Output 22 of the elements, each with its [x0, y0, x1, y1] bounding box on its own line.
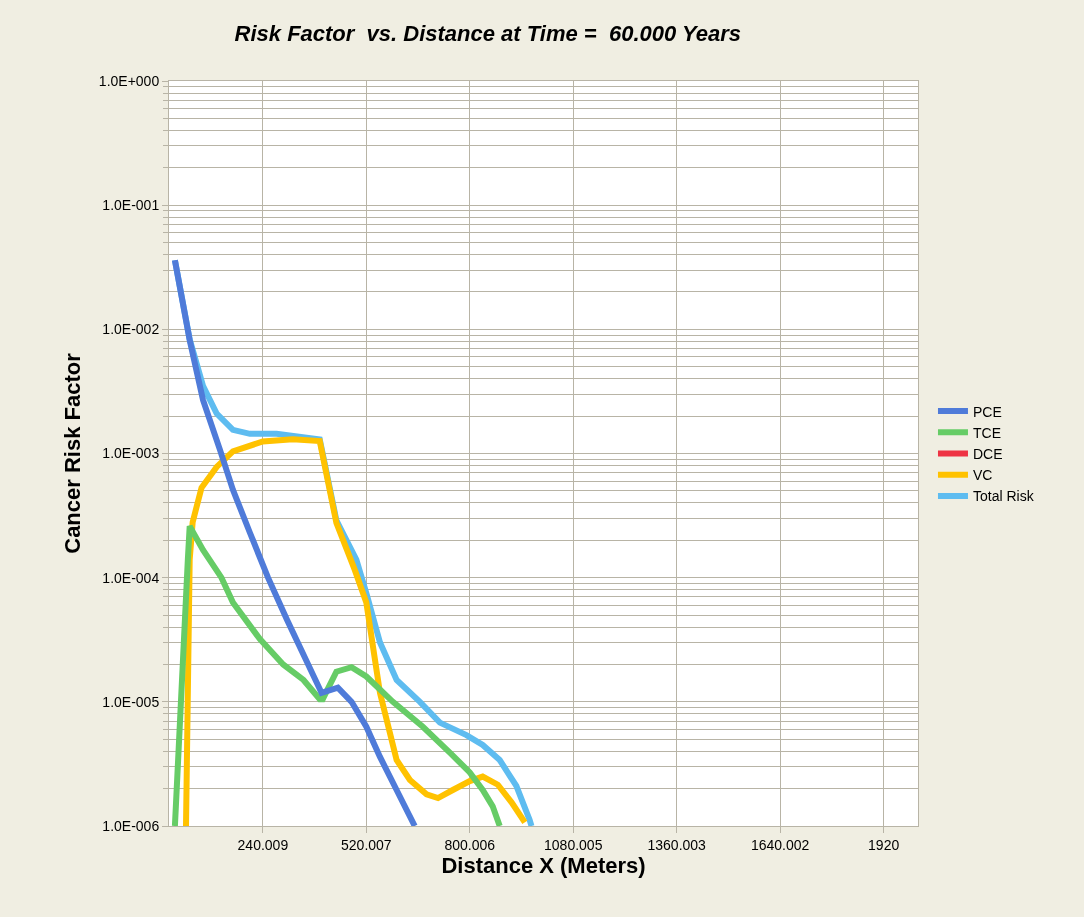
- y-tick-label: 1.0E-001: [102, 197, 160, 214]
- legend-label: TCE: [972, 424, 1001, 441]
- x-tick-label: 1640.002: [750, 836, 810, 853]
- x-tick-label: 1080.005: [544, 836, 603, 853]
- x-tick-label: 1920: [868, 836, 900, 853]
- chart-title: Risk Factor vs. Distance at Time = 60.000 Years: [234, 21, 742, 47]
- legend-label: DCE: [972, 445, 1003, 462]
- legend-label: PCE: [972, 403, 1002, 420]
- y-axis-title: Cancer Risk Factor: [59, 352, 85, 554]
- x-tick-label: 520.007: [341, 836, 392, 853]
- y-tick-label: 1.0E-002: [102, 321, 160, 338]
- y-tick-label: 1.0E+000: [98, 72, 160, 89]
- legend-label: Total Risk: [972, 488, 1035, 505]
- y-tick-label: 1.0E-003: [102, 445, 160, 462]
- y-tick-label: 1.0E-004: [102, 569, 160, 586]
- x-tick-label: 800.006: [444, 836, 496, 853]
- x-axis-title: Distance X (Meters): [441, 852, 646, 878]
- y-tick-label: 1.0E-005: [102, 693, 160, 710]
- legend-label: VC: [972, 467, 993, 484]
- x-tick-label: 1360.003: [647, 836, 707, 853]
- x-tick-label: 240.009: [237, 836, 289, 853]
- y-tick-label: 1.0E-006: [102, 817, 160, 834]
